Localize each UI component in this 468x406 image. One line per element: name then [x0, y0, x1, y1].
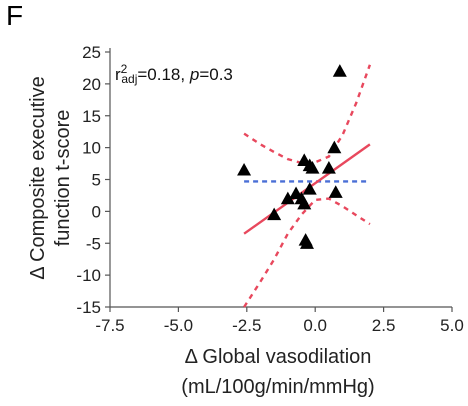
y-tick-label: 25	[82, 43, 101, 62]
x-tick-label: 2.5	[372, 316, 396, 335]
data-point	[297, 196, 312, 210]
x-axis-title-line2: (mL/100g/min/mmHg)	[181, 376, 374, 398]
x-tick-label: -5.0	[164, 316, 193, 335]
ci-lower-line	[243, 197, 371, 308]
y-tick-label: 15	[82, 107, 101, 126]
data-point	[328, 185, 343, 198]
data-point	[267, 207, 282, 221]
y-axis-title-line2: function t-score	[52, 110, 74, 247]
ci-upper-line	[243, 64, 372, 165]
x-tick-label: 5.0	[440, 316, 464, 335]
data-point	[302, 182, 317, 195]
y-tick-label: -5	[86, 234, 101, 253]
stat-annotation: r2 adj=0.18, p=0.3	[115, 62, 233, 86]
data-point	[299, 236, 314, 249]
y-tick-label: 5	[92, 171, 101, 190]
data-point	[305, 161, 320, 174]
axes	[109, 48, 452, 308]
data-points	[237, 64, 347, 249]
x-tick-label: 0.0	[303, 316, 327, 335]
x-tick-label: -7.5	[95, 316, 124, 335]
data-point	[321, 161, 336, 174]
fit-lines	[243, 64, 372, 308]
data-point	[237, 162, 252, 176]
data-point	[280, 191, 295, 205]
y-tick-label: 20	[82, 75, 101, 94]
y-axis-title-line1: Δ Composite executive	[27, 76, 49, 279]
panel-label: F	[6, 0, 24, 31]
y-tick-label: 10	[82, 139, 101, 158]
y-tick-label: -10	[76, 266, 101, 285]
data-point	[332, 64, 347, 77]
y-tick-label: 0	[92, 202, 101, 221]
x-tick-label: -2.5	[232, 316, 261, 335]
ticks: -15 -10 -5 0 5 10 15 20 25 -7.5 -5.0 -2.5 0.0 2.5 5.0	[76, 43, 463, 335]
y-tick-label: -15	[76, 298, 101, 317]
data-point	[327, 140, 342, 154]
x-axis-title-line1: Δ Global vasodilation	[185, 346, 372, 368]
